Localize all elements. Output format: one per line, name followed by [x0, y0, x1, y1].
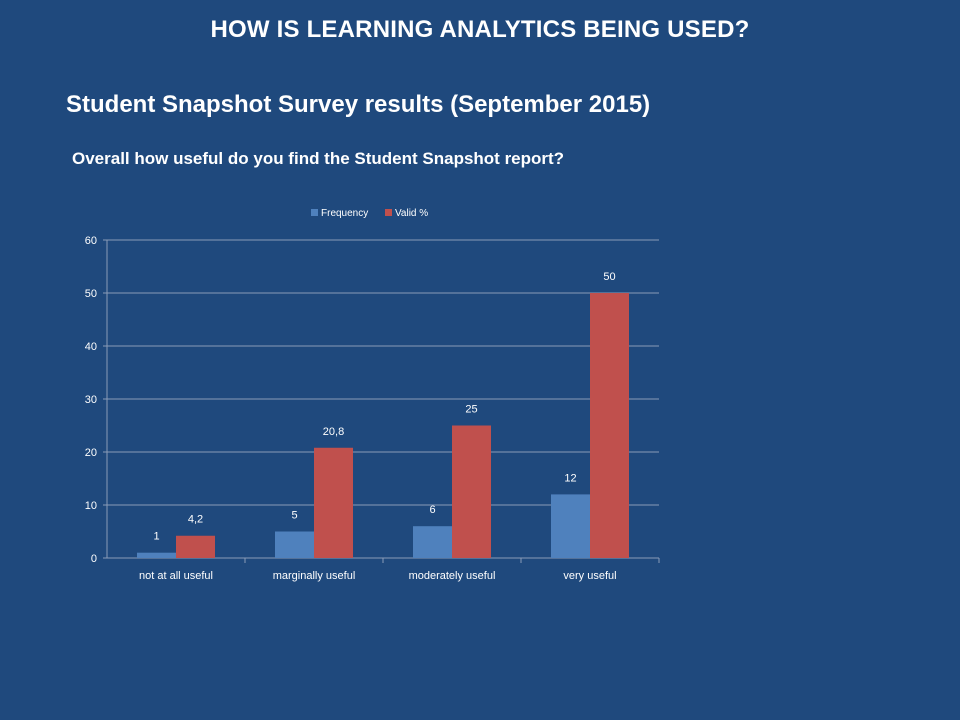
data-label: 25 [465, 404, 477, 416]
legend-swatch [311, 209, 318, 216]
y-tick-label: 20 [85, 447, 97, 459]
data-label: 20,8 [323, 426, 344, 438]
survey-question: Overall how useful do you find the Stude… [72, 149, 565, 168]
data-label: 5 [291, 510, 297, 522]
x-tick-label: moderately useful [409, 570, 496, 582]
bar-valid- [452, 425, 491, 558]
bar-frequency [413, 526, 452, 558]
legend-swatch [385, 209, 392, 216]
bar-frequency [551, 494, 590, 558]
bar-valid- [590, 293, 629, 558]
legend-label: Frequency [321, 208, 368, 219]
data-label: 12 [564, 472, 576, 484]
x-tick-label: very useful [563, 570, 616, 582]
slide-title: HOW IS LEARNING ANALYTICS BEING USED? [210, 16, 750, 43]
bar-valid- [176, 535, 215, 558]
y-tick-label: 60 [85, 235, 97, 247]
y-tick-label: 10 [85, 500, 97, 512]
data-label: 4,2 [188, 514, 203, 526]
bar-frequency [275, 531, 314, 558]
bar-valid- [314, 447, 353, 558]
data-label: 1 [153, 531, 159, 543]
y-tick-label: 30 [85, 394, 97, 406]
y-tick-label: 0 [91, 553, 97, 565]
y-tick-label: 40 [85, 341, 97, 353]
data-label: 50 [603, 271, 615, 283]
x-tick-label: not at all useful [139, 570, 213, 582]
bar-frequency [137, 552, 176, 558]
slide-subtitle: Student Snapshot Survey results (Septemb… [66, 91, 651, 118]
x-tick-label: marginally useful [273, 570, 356, 582]
y-tick-label: 50 [85, 288, 97, 300]
legend-label: Valid % [395, 208, 428, 219]
data-label: 6 [429, 504, 435, 516]
